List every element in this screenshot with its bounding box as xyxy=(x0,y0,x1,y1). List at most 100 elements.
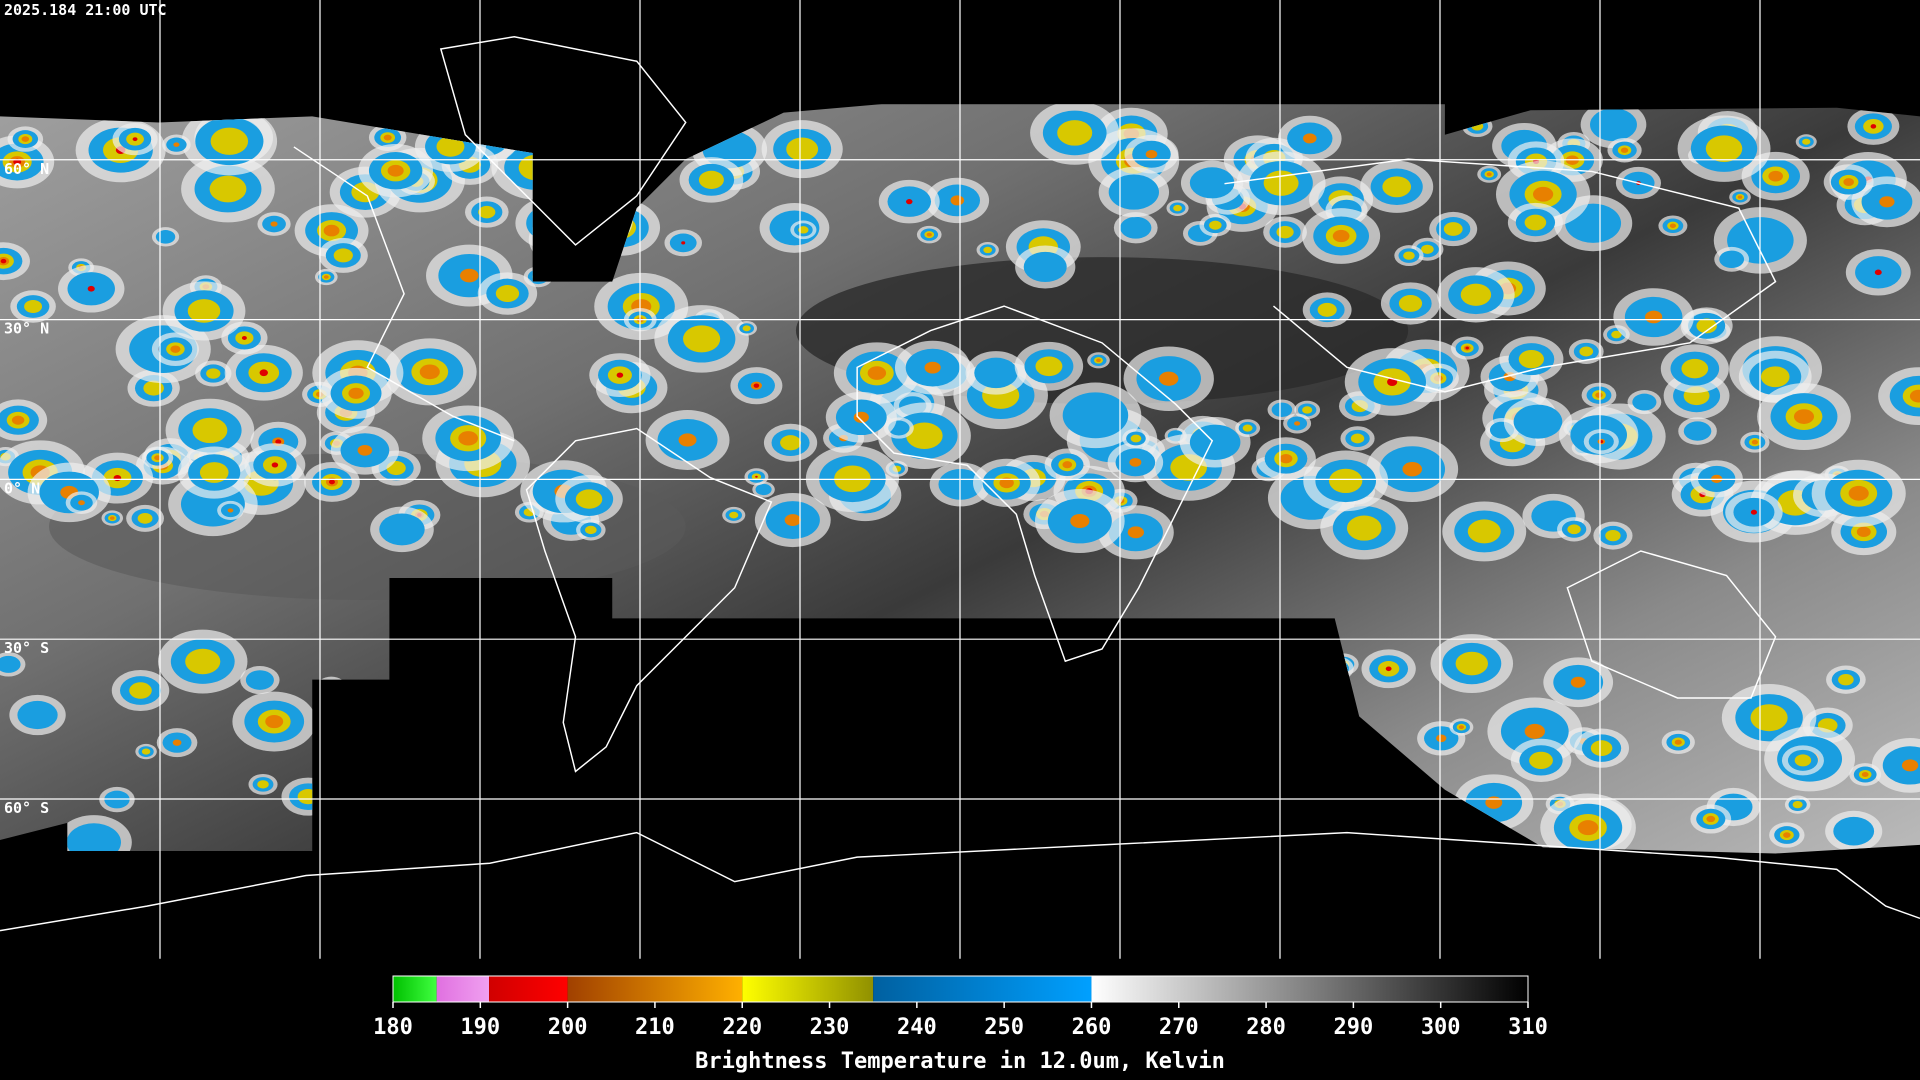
cloud-colder xyxy=(1346,515,1382,541)
cloud-colder xyxy=(575,489,603,509)
cloud-colder xyxy=(1792,800,1803,809)
cloud-coldest xyxy=(1737,195,1743,199)
cloud-colder xyxy=(1590,740,1613,756)
cloud-cold xyxy=(755,483,772,496)
colorbar-tick-label: 210 xyxy=(635,1015,675,1040)
cloud-coldest xyxy=(1901,759,1919,772)
cloud-coldest xyxy=(458,431,479,446)
cloud-coldest xyxy=(924,361,941,374)
cloud-coldest xyxy=(1332,229,1350,243)
cloud-coldest xyxy=(784,514,801,526)
cloud-colder xyxy=(257,780,269,789)
cloud-colder xyxy=(780,435,802,451)
colorbar-segment xyxy=(1091,976,1528,1002)
cloud-top xyxy=(0,258,7,264)
latitude-label: 60° S xyxy=(4,799,49,817)
cloud-colder xyxy=(729,511,739,519)
cloud-colder xyxy=(1467,519,1501,544)
cloud-colder xyxy=(1579,346,1594,357)
cloud-coldest xyxy=(1620,147,1629,153)
cloud-coldest xyxy=(1674,739,1682,745)
cloud-coldest xyxy=(1848,485,1869,501)
cloud-colder xyxy=(1605,530,1621,542)
cloud-top xyxy=(328,479,335,485)
cloud-colder xyxy=(1302,406,1313,414)
cloud-colder xyxy=(1443,222,1463,236)
cloud-colder xyxy=(1329,468,1363,493)
cloud-coldest xyxy=(867,366,887,380)
cloud-colder xyxy=(187,299,221,323)
cloud-colder xyxy=(1130,434,1142,443)
cloud-colder xyxy=(742,325,751,332)
cloud-top xyxy=(113,475,122,482)
cloud-coldest xyxy=(1768,170,1783,182)
cloud-colder xyxy=(1382,176,1412,198)
cloud-coldest xyxy=(678,433,697,447)
cloud-coldest xyxy=(357,444,373,456)
cloud-colder xyxy=(129,682,152,699)
cloud-colder xyxy=(1173,204,1182,212)
cloud-colder xyxy=(141,748,151,755)
cloud-colder xyxy=(1209,220,1222,230)
colorbar-tick-label: 190 xyxy=(460,1015,500,1040)
cloud-coldest xyxy=(383,134,392,141)
cloud-cold xyxy=(1189,167,1235,199)
cloud-colder xyxy=(1681,358,1709,379)
cloud-colder xyxy=(683,325,721,353)
cloud-coldest xyxy=(1577,820,1599,836)
cloud-cold xyxy=(1023,251,1067,283)
colorbar-title: Brightness Temperature in 12.0um, Kelvin xyxy=(695,1049,1225,1074)
cloud-colder xyxy=(1350,433,1365,444)
cloud-coldest xyxy=(1793,409,1815,424)
cloud-coldest xyxy=(1159,371,1179,386)
cloud-cold xyxy=(1189,424,1241,460)
colorbar-tick-label: 310 xyxy=(1508,1015,1548,1040)
cloud-cold xyxy=(1513,404,1563,439)
colorbar-tick-label: 230 xyxy=(810,1015,850,1040)
cloud-colder xyxy=(185,648,221,675)
cloud-top xyxy=(1385,666,1392,672)
cloud-top xyxy=(87,285,95,292)
cloud-colder xyxy=(1403,251,1415,260)
cloud-colder xyxy=(1460,283,1492,306)
cloud-colder xyxy=(1518,349,1544,369)
cloud-coldest xyxy=(109,516,115,520)
cloud-top xyxy=(241,335,247,340)
coastline xyxy=(293,146,515,442)
cloud-top xyxy=(132,137,138,142)
cloud-colder xyxy=(1317,302,1337,317)
cloud-coldest xyxy=(1751,439,1759,445)
latitude-labels: 60° N 30° N 0° N 30° S 60° S xyxy=(4,160,49,817)
colorbar-tick-label: 220 xyxy=(722,1015,762,1040)
cloud-colder xyxy=(585,525,597,535)
cloud-coldest xyxy=(154,455,161,461)
cloud-colder xyxy=(1705,135,1743,162)
cloud-colder xyxy=(137,512,153,524)
cloud-colder xyxy=(786,137,819,161)
cloud-colder xyxy=(192,417,228,444)
cloud-cold xyxy=(0,655,21,673)
colorbar-segment xyxy=(393,976,437,1002)
colorbar-tick-label: 200 xyxy=(548,1015,588,1040)
cloud-coldest xyxy=(78,500,85,506)
cloud-colder xyxy=(143,380,164,396)
cloud-coldest xyxy=(1279,453,1293,464)
cloud-coldest xyxy=(419,364,440,380)
cloud-top xyxy=(275,439,282,445)
latitude-label: 0° N xyxy=(4,479,40,497)
cloud-colder xyxy=(478,205,496,219)
timestamp: 2025.184 21:00 UTC xyxy=(4,1,167,19)
cloud-colder xyxy=(1696,318,1717,334)
cloud-colder xyxy=(199,462,229,483)
cloud-top xyxy=(905,199,913,205)
cloud-coldest xyxy=(1783,832,1791,838)
cloud-colder xyxy=(24,299,43,314)
colorbar-tick-label: 260 xyxy=(1072,1015,1112,1040)
cloud-coldest xyxy=(173,142,180,147)
cloud-coldest xyxy=(1570,676,1586,688)
cloud-colder xyxy=(1276,225,1294,239)
cloud-coldest xyxy=(270,221,278,227)
cloud-colder xyxy=(1750,704,1788,732)
cloud-coldest xyxy=(170,345,181,353)
